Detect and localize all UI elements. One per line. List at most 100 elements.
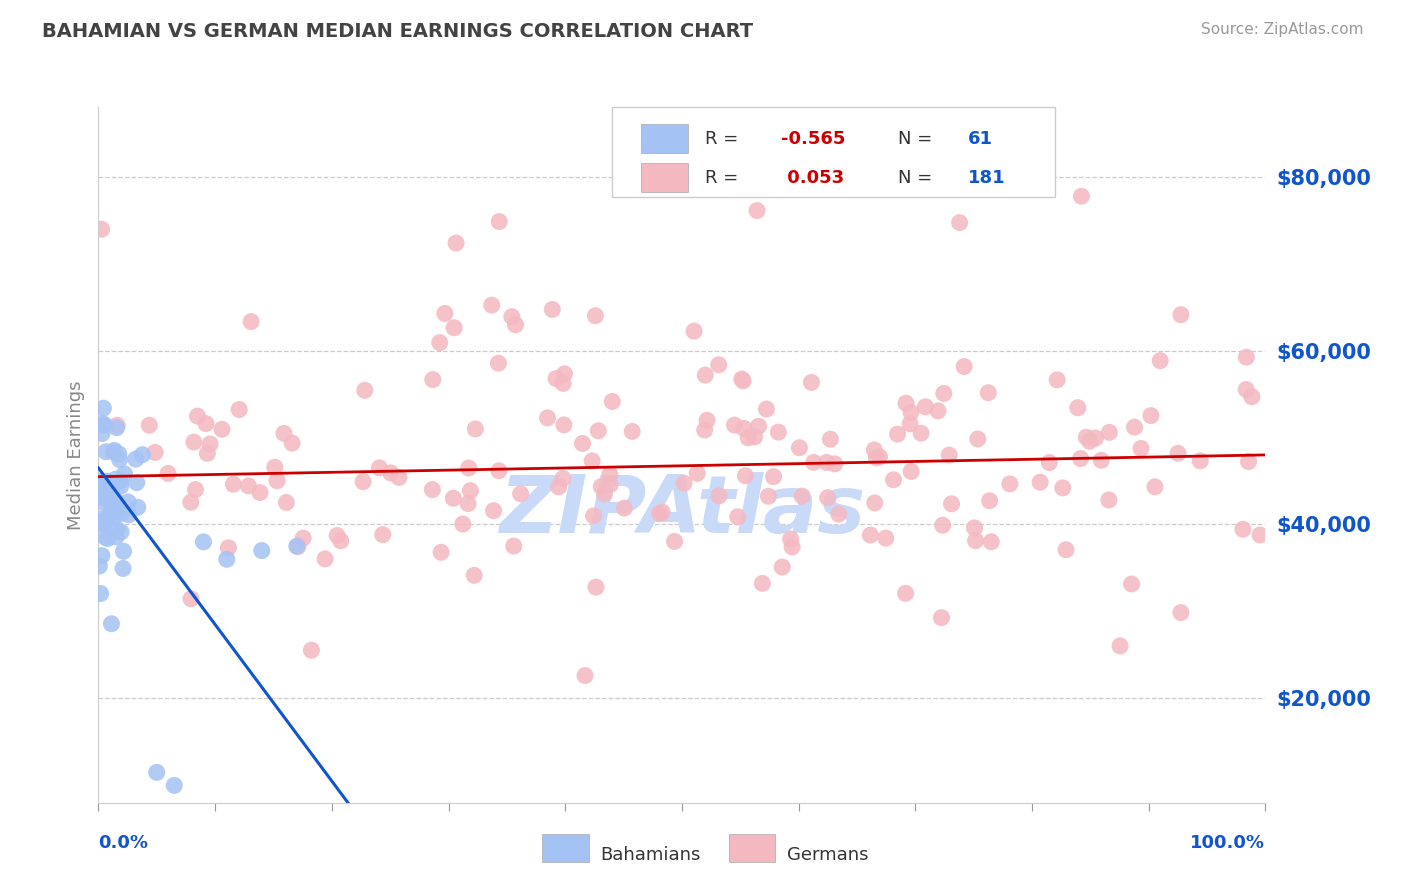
Point [228,402,250,417]
Point [193,534,215,549]
Point [828,507,851,521]
Point [980,534,1002,549]
Point [696,413,718,427]
Point [747,419,769,434]
Point [863,496,886,510]
Point [117,495,139,509]
Point [263,460,285,475]
Point [98,475,121,490]
Point [599,477,621,491]
Point [898,417,921,431]
Point [184,483,207,497]
Point [104,472,127,486]
Point [217,541,239,555]
Point [420,483,443,497]
Point [744,430,766,444]
Point [138,418,160,433]
Point [900,405,922,419]
Point [695,368,717,383]
Point [756,489,779,503]
Point [536,411,558,425]
Point [108,452,131,467]
Point [817,491,839,505]
Point [443,320,465,334]
Text: BAHAMIAN VS GERMAN MEDIAN EARNINGS CORRELATION CHART: BAHAMIAN VS GERMAN MEDIAN EARNINGS CORRE… [42,22,754,41]
Point [110,506,132,520]
Point [93,401,115,416]
Point [792,489,814,503]
Point [94,491,117,505]
Point [488,214,510,228]
Point [110,474,132,488]
Point [281,436,304,450]
Point [486,356,509,370]
Point [91,417,114,431]
Text: 0.0%: 0.0% [98,834,149,852]
Point [110,524,132,539]
Point [727,509,749,524]
Point [429,335,451,350]
Point [250,543,273,558]
Point [90,586,112,600]
Point [101,477,124,491]
Point [460,483,482,498]
Point [547,480,569,494]
Point [215,552,238,566]
Point [886,427,908,442]
Text: 0.053: 0.053 [782,169,844,186]
Point [553,417,575,432]
Point [1070,189,1092,203]
Text: Germans: Germans [787,846,869,864]
Point [180,495,202,509]
Point [163,778,186,793]
Point [953,359,976,374]
Point [96,475,118,489]
Point [89,516,111,530]
Point [869,450,891,464]
Point [910,426,932,441]
Point [238,479,260,493]
Point [97,487,120,501]
Point [949,216,972,230]
Point [100,506,122,520]
Point [894,396,917,410]
Point [755,402,778,417]
Text: -0.565: -0.565 [782,129,845,148]
Point [146,765,169,780]
Point [1234,383,1257,397]
Point [211,422,233,436]
Point [593,487,616,501]
Point [824,457,846,471]
Point [1249,528,1271,542]
Point [94,444,117,458]
Point [380,466,402,480]
Point [544,371,567,385]
Point [585,580,607,594]
Point [800,376,823,390]
Point [1234,350,1257,364]
Point [101,502,124,516]
Point [101,502,124,516]
Point [249,485,271,500]
Point [734,468,756,483]
Point [571,436,593,450]
Bar [641,163,688,192]
Point [1237,454,1260,468]
Point [89,516,111,531]
Point [505,318,527,332]
Point [693,423,716,437]
Point [103,510,125,524]
Point [91,495,114,509]
Point [94,487,117,501]
Point [143,445,166,459]
Point [875,531,897,545]
Point [1076,430,1098,444]
Point [1070,451,1092,466]
Point [94,516,117,531]
Point [938,448,960,462]
Point [91,426,114,441]
Point [388,470,411,484]
Bar [641,124,688,153]
Point [97,532,120,546]
Bar [612,107,1056,197]
